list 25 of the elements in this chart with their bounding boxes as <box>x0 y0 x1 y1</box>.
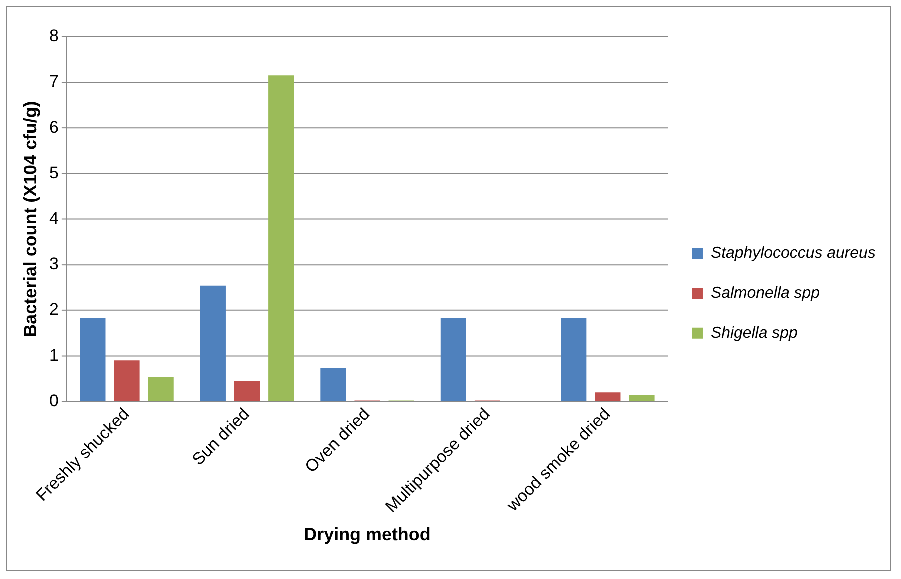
bar <box>200 286 226 402</box>
y-tick-label: 3 <box>50 254 59 274</box>
bar <box>629 395 655 402</box>
bar <box>268 76 294 402</box>
legend-label: Staphylococcus aureus <box>710 245 876 262</box>
legend-label: Salmonella spp <box>710 284 820 302</box>
bar <box>440 318 466 402</box>
bar <box>561 318 587 402</box>
y-tick-label: 4 <box>50 208 59 228</box>
y-tick-label: 2 <box>50 300 59 320</box>
y-tick-label: 0 <box>50 391 59 410</box>
bar <box>114 360 140 402</box>
bar <box>80 318 106 402</box>
bar <box>234 381 260 402</box>
y-axis-title: Bacterial count (X104 cfu/g) <box>20 101 41 338</box>
y-tick-label: 5 <box>50 163 59 182</box>
bar <box>595 392 621 402</box>
legend-label: Shigella spp <box>710 324 798 342</box>
y-tick-label: 8 <box>50 26 59 46</box>
bar <box>320 368 346 402</box>
y-tick-label: 7 <box>50 72 59 92</box>
x-axis-title: Drying method <box>304 524 431 544</box>
y-tick-label: 1 <box>50 346 59 365</box>
bar <box>148 377 174 402</box>
y-tick-label: 6 <box>50 118 59 137</box>
